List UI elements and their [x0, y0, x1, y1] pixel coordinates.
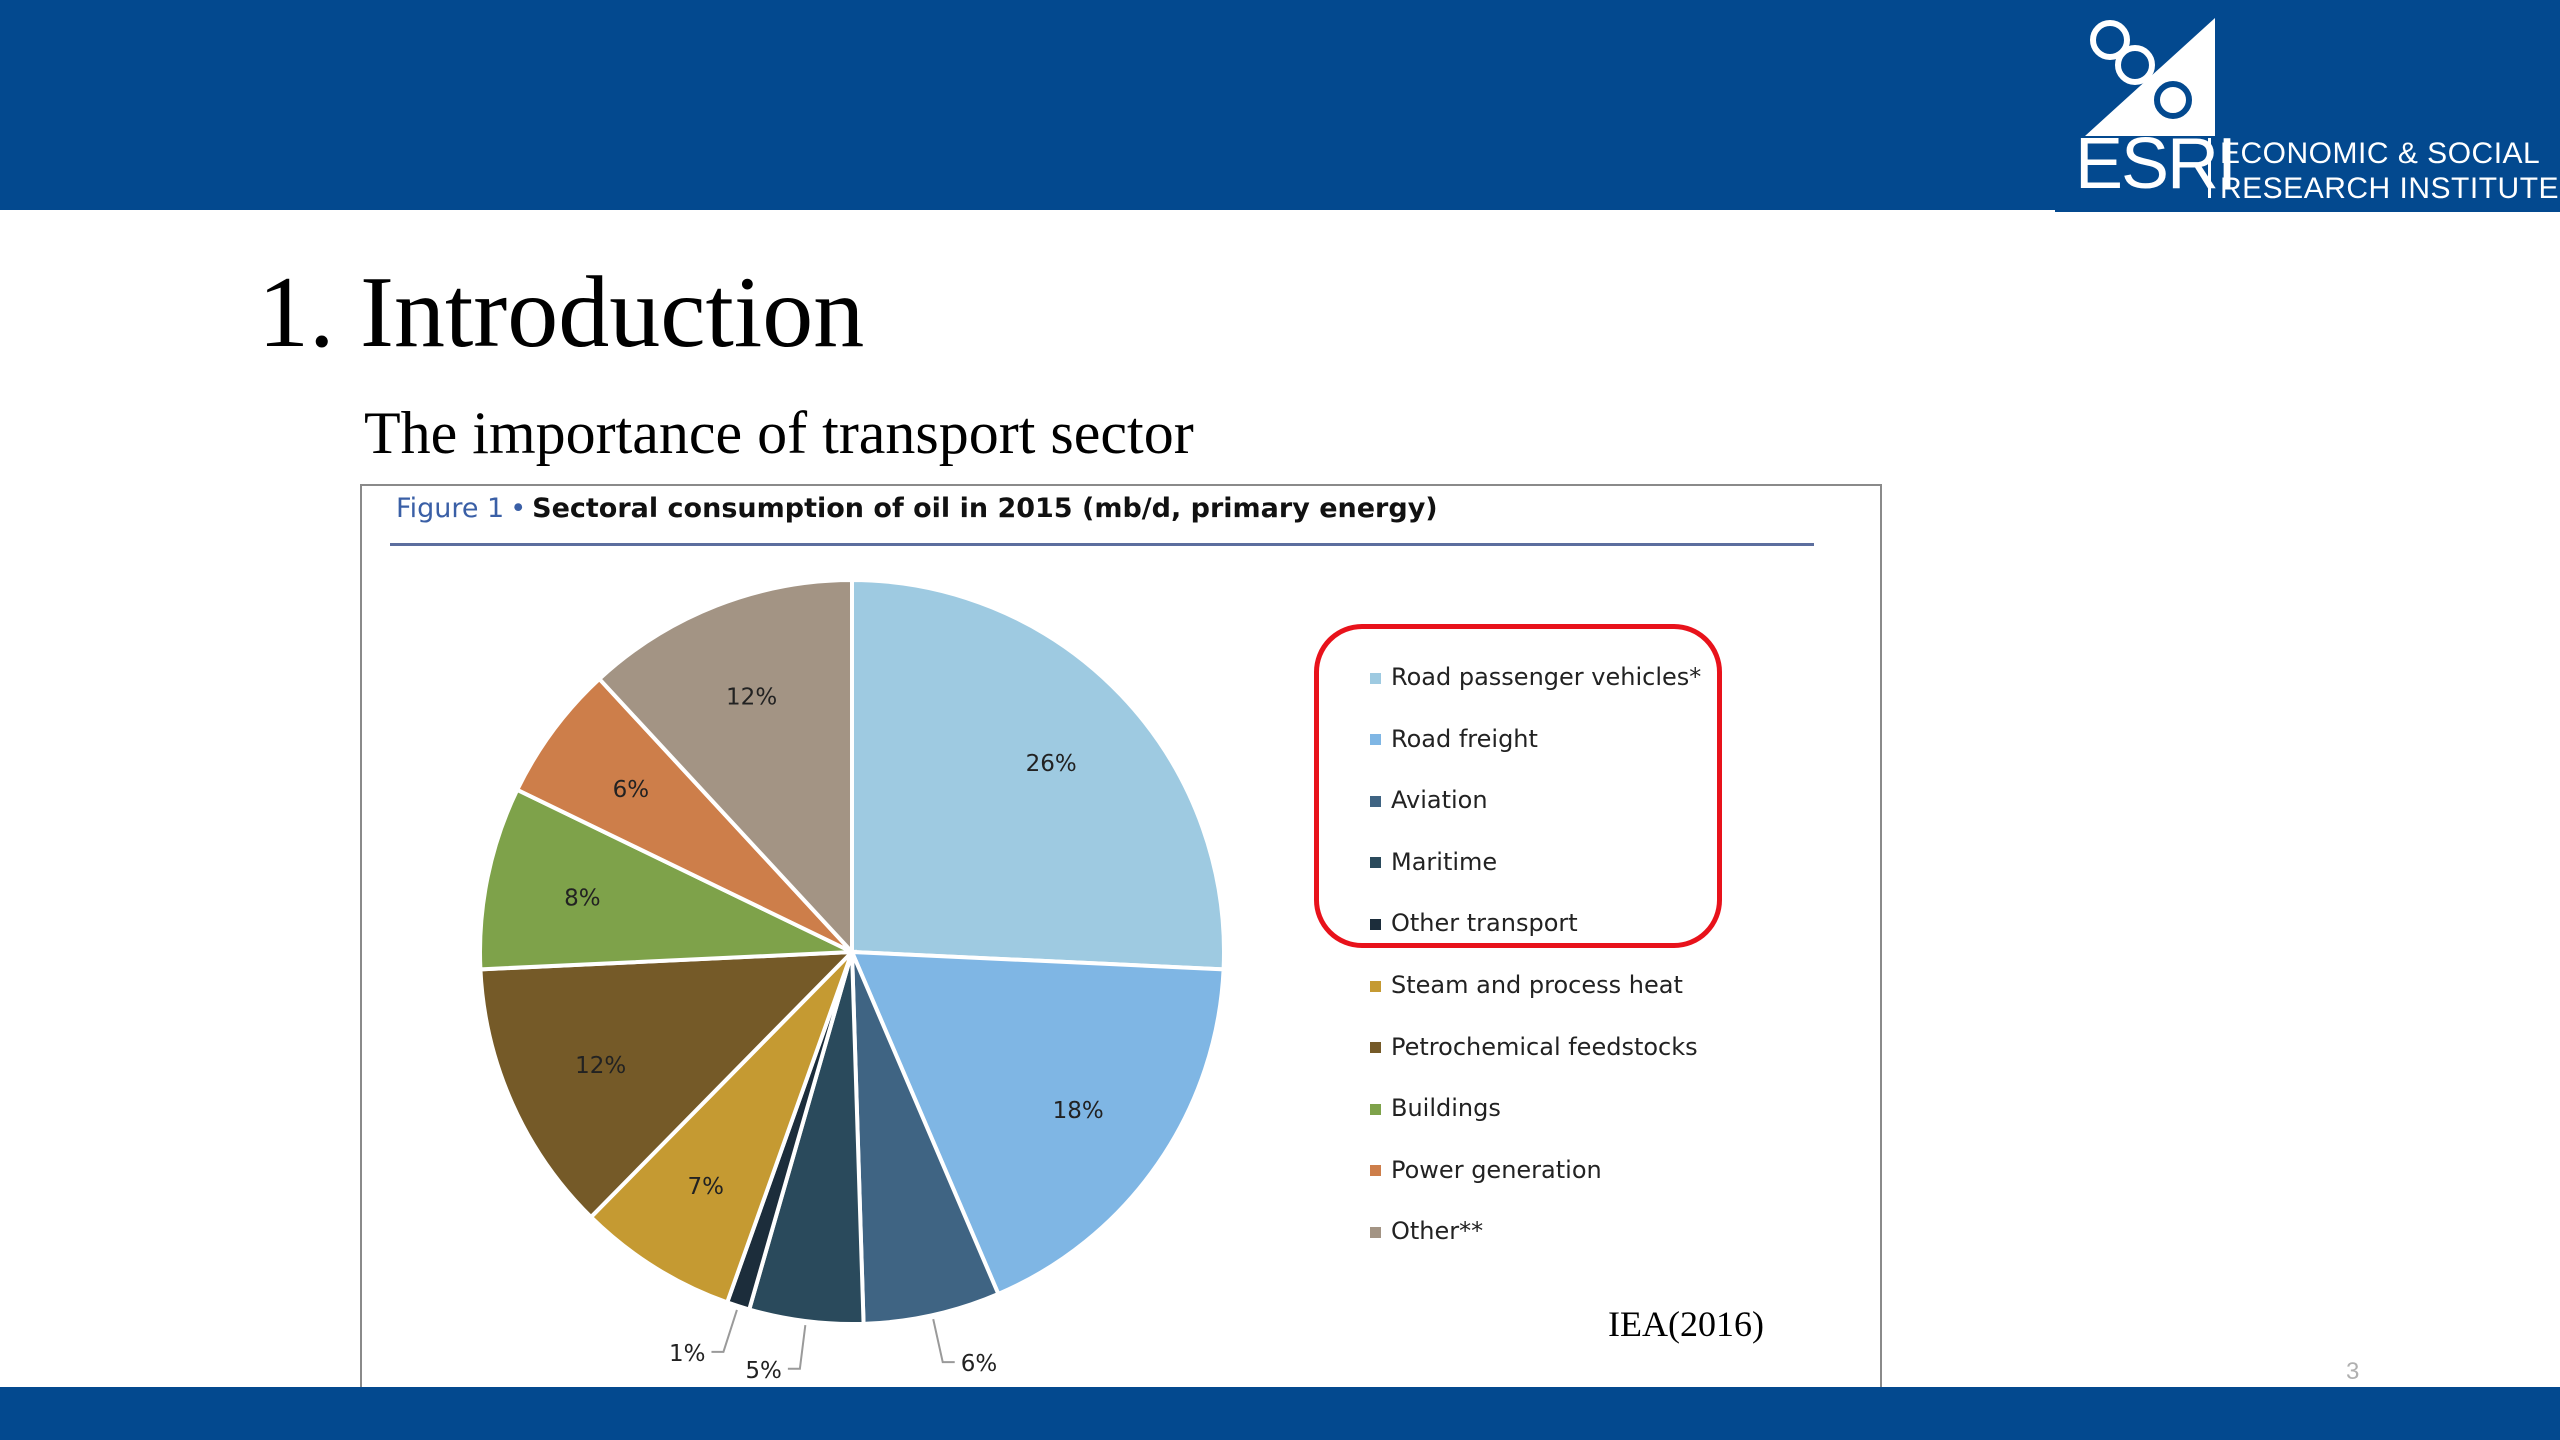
legend-swatch: [1370, 734, 1381, 746]
transport-highlight-box: [1314, 624, 1722, 948]
legend-item: Steam and process heat: [1370, 970, 1683, 1000]
legend-swatch: [1370, 1042, 1381, 1054]
legend-item: Petrochemical feedstocks: [1370, 1032, 1698, 1062]
legend-swatch: [1370, 795, 1381, 807]
logo-name-line2: RESEARCH INSTITUTE: [2220, 172, 2560, 205]
legend-item: Road freight: [1370, 724, 1538, 754]
legend-item: Other transport: [1370, 908, 1578, 938]
legend-label: Buildings: [1391, 1094, 1501, 1123]
legend-label: Power generation: [1391, 1155, 1602, 1184]
legend-label: Aviation: [1391, 786, 1488, 815]
slide-title: 1. Introduction: [258, 256, 865, 369]
esri-logo: ESRI ECONOMIC & SOCIAL RESEARCH INSTITUT…: [2055, 0, 2560, 212]
legend-item: Other**: [1370, 1216, 1483, 1246]
legend-swatch: [1370, 1226, 1381, 1238]
legend-item: Aviation: [1370, 785, 1488, 815]
logo-divider: [2208, 138, 2211, 198]
legend-item: Maritime: [1370, 847, 1497, 877]
figure-label: Figure 1: [396, 493, 505, 524]
logo-wordmark: ESRI: [2075, 124, 2237, 204]
logo-triangle-icon: [2085, 18, 2215, 136]
legend-swatch: [1370, 857, 1381, 869]
source-note: IEA(2016): [1608, 1304, 1764, 1344]
legend-swatch: [1370, 1165, 1381, 1177]
legend-item: Buildings: [1370, 1093, 1501, 1123]
legend-label: Other**: [1391, 1217, 1484, 1246]
figure-bullet: •: [510, 493, 527, 524]
legend-item: Power generation: [1370, 1155, 1602, 1185]
legend-label: Road passenger vehicles*: [1391, 663, 1702, 691]
figure-header: Figure 1 • Sectoral consumption of oil in …: [396, 493, 1438, 524]
legend-swatch: [1370, 672, 1381, 684]
legend-label: Maritime: [1391, 847, 1498, 876]
legend-label: Other transport: [1391, 909, 1578, 938]
legend-swatch: [1370, 980, 1381, 992]
logo-name-line1: ECONOMIC & SOCIAL: [2220, 137, 2541, 170]
logo-institute-name: ECONOMIC & SOCIAL RESEARCH INSTITUTE: [2220, 136, 2559, 206]
figure-title: Sectoral consumption of oil in 2015 (mb/…: [532, 493, 1438, 524]
page-number: 3: [2346, 1358, 2360, 1385]
legend-swatch: [1370, 1103, 1381, 1115]
legend-label: Petrochemical feedstocks: [1391, 1032, 1698, 1061]
legend-item: Road passenger vehicles*: [1370, 662, 1701, 692]
legend-label: Road freight: [1391, 724, 1538, 753]
figure-title-rule: [390, 543, 1814, 546]
footer-bar: [0, 1387, 2560, 1440]
legend-label: Steam and process heat: [1391, 971, 1683, 999]
slide-subtitle: The importance of transport sector: [364, 400, 1194, 466]
legend-swatch: [1370, 918, 1381, 930]
